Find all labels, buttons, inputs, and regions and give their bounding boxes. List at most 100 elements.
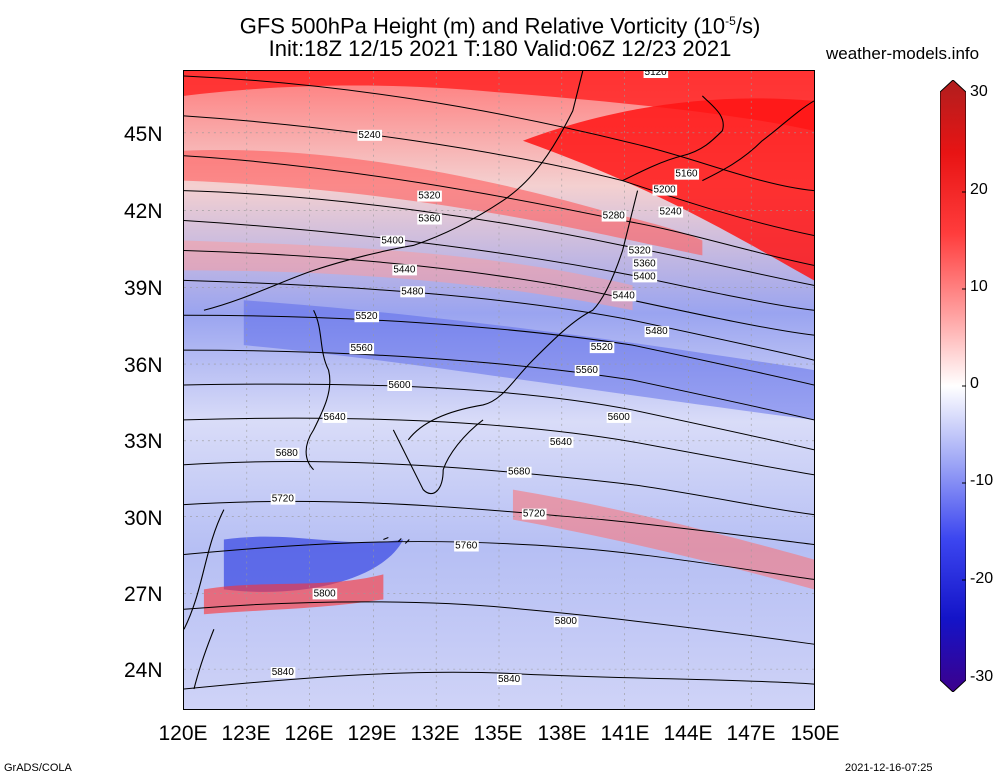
title-text-1b: /s)	[735, 13, 761, 39]
colorbar-label: -10	[970, 472, 994, 489]
footer-timestamp: 2021-12-16-07:25	[845, 762, 933, 774]
contour-label-bg	[357, 129, 383, 141]
contour-label-bg	[274, 447, 300, 459]
contour-label: 5640	[324, 412, 347, 423]
contour-label-bg	[521, 508, 547, 520]
chart-title-line1: GFS 500hPa Height (m) and Relative Vorti…	[120, 8, 880, 39]
contour-label: 5480	[646, 326, 669, 337]
contour-label: 5400	[381, 235, 404, 246]
lon-label: 132E	[410, 722, 460, 745]
contour-label-bg	[643, 71, 669, 78]
lon-label: 150E	[790, 722, 840, 745]
contour-label-bg	[349, 343, 375, 355]
contour-label-bg	[270, 493, 296, 505]
contour-label: 5440	[393, 264, 416, 275]
contour-label: 5480	[401, 286, 424, 297]
contour-label-bg	[674, 168, 700, 180]
lon-label: 144E	[663, 722, 713, 745]
contour-label: 5720	[523, 509, 546, 520]
contour-label: 5240	[659, 207, 682, 218]
contour-label-bg	[652, 184, 678, 196]
vorticity-blob-red	[203, 574, 384, 615]
vorticity-trough	[243, 300, 814, 420]
contour-label-bg	[322, 411, 348, 423]
colorbar-label: -30	[970, 668, 994, 685]
contour-label: 5800	[555, 616, 578, 627]
contour-label: 5560	[576, 365, 599, 376]
height-contours	[184, 75, 814, 690]
contour-label-bg	[312, 588, 338, 600]
lat-label: 24N	[124, 659, 163, 682]
contour-label-bg	[417, 190, 442, 202]
lat-label: 39N	[124, 277, 163, 300]
contour-label-bg	[417, 213, 442, 225]
contour-label: 5600	[388, 380, 411, 391]
contour-label: 5760	[455, 540, 478, 551]
lon-label: 141E	[600, 722, 650, 745]
contour-label-bg	[632, 271, 658, 283]
contour-label-bg	[601, 210, 627, 222]
colorbar-label: 30	[970, 83, 988, 100]
contour-label: 5840	[498, 674, 521, 685]
chart-title-line2: Init:18Z 12/15 2021 T:180 Valid:06Z 12/2…	[268, 36, 732, 61]
contour-label-bg	[574, 365, 600, 377]
contour-label: 5440	[613, 290, 636, 301]
contour-label: 5240	[358, 130, 381, 141]
lon-label: 120E	[158, 722, 208, 745]
lon-label: 135E	[473, 722, 523, 745]
title-text-1: GFS 500hPa Height (m) and Relative Vorti…	[239, 13, 726, 39]
contour-label: 5680	[508, 467, 531, 478]
contour-label-bg	[354, 311, 380, 323]
vorticity-map: 5120 5160 5200 5240 5240 5280 5320 5320 …	[183, 70, 815, 710]
contour-label-group: 5120 5160 5200 5240 5240 5280 5320 5320 …	[270, 70, 700, 686]
contour-label-bg	[387, 380, 412, 392]
contour-label-bg	[548, 436, 574, 448]
contour-label-bg	[644, 326, 670, 338]
contour-label: 5840	[272, 667, 295, 678]
contour-label: 5360	[634, 258, 657, 269]
contour-label: 5720	[272, 494, 295, 505]
colorbar	[940, 80, 966, 692]
lat-label: 30N	[124, 507, 163, 530]
contour-label-bg	[632, 258, 658, 270]
lat-label: 36N	[124, 354, 163, 377]
coastlines	[184, 71, 814, 690]
contour-label: 5160	[675, 169, 698, 180]
lat-label: 42N	[124, 200, 163, 223]
lat-label: 27N	[124, 583, 163, 606]
lon-label: 147E	[726, 722, 776, 745]
contour-label: 5360	[418, 214, 441, 225]
contour-label: 5800	[314, 588, 337, 599]
graticule	[184, 71, 814, 709]
contour-label: 5320	[629, 245, 652, 256]
colorbar-label: 20	[970, 181, 988, 198]
contour-label-bg	[611, 290, 637, 302]
contour-label: 5560	[350, 343, 373, 354]
lat-label: 33N	[124, 430, 163, 453]
contour-label-bg	[553, 616, 579, 628]
title-exponent: -5	[725, 14, 736, 28]
vorticity-band-mid	[184, 150, 703, 256]
contour-label: 5520	[591, 342, 614, 353]
colorbar-label: 0	[970, 375, 979, 392]
lon-label: 123E	[221, 722, 271, 745]
contour-label: 5680	[276, 448, 299, 459]
vorticity-blob	[223, 536, 404, 592]
contour-label-bg	[270, 667, 296, 679]
contour-label: 5640	[550, 437, 573, 448]
contour-label-bg	[627, 245, 653, 257]
contour-label: 5600	[608, 412, 631, 423]
contour-label-bg	[506, 466, 532, 478]
contour-label-bg	[589, 342, 615, 354]
contour-label: 5120	[645, 70, 668, 78]
contour-label-bg	[497, 674, 522, 686]
site-credit: weather-models.info	[826, 44, 980, 63]
contour-label: 5280	[603, 211, 626, 222]
contour-label-bg	[454, 540, 479, 552]
contour-label: 5200	[654, 185, 677, 196]
colorbar-label: 10	[970, 278, 988, 295]
vorticity-band-subtropic	[512, 489, 814, 590]
lon-label: 138E	[537, 722, 587, 745]
contour-label-bg	[658, 206, 684, 218]
lon-label: 126E	[284, 722, 334, 745]
